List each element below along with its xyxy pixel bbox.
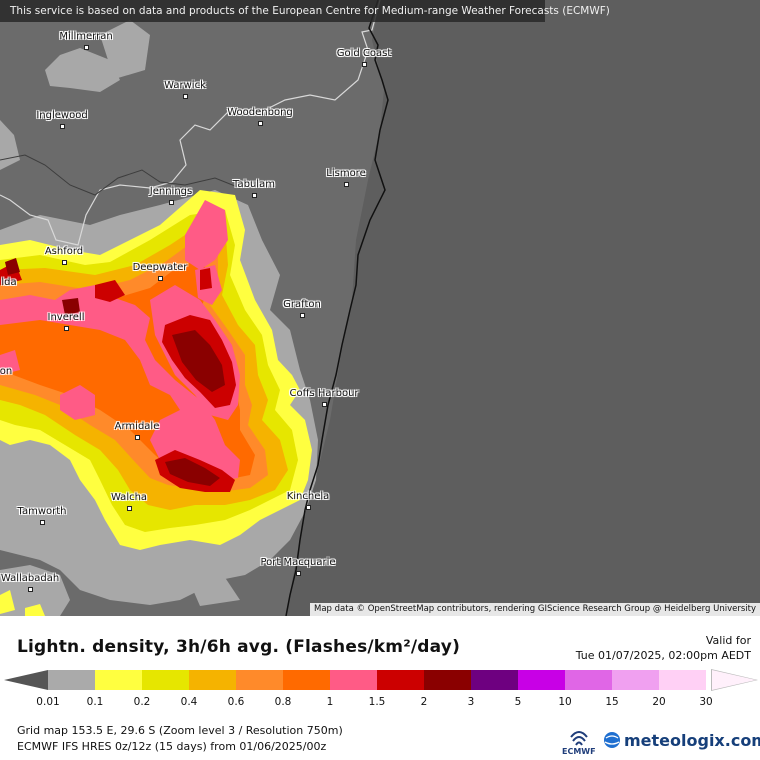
city-label: Deepwater bbox=[132, 262, 188, 273]
scale-tick-label: 0.01 bbox=[36, 696, 60, 708]
ecmwf-logo-text: ECMWF bbox=[562, 747, 596, 756]
model-info: ECMWF IFS HRES 0z/12z (15 days) from 01/… bbox=[17, 740, 327, 753]
scale-tick-label: 1 bbox=[326, 696, 334, 708]
scale-tick-label: 2 bbox=[420, 696, 428, 708]
scale-segment bbox=[377, 670, 424, 690]
scale-segment bbox=[612, 670, 659, 690]
scale-tick-label: 0.8 bbox=[274, 696, 292, 708]
city-label: Gold Coast bbox=[336, 48, 392, 59]
valid-time: Tue 01/07/2025, 02:00pm AEDT bbox=[575, 649, 751, 662]
scale-segment bbox=[330, 670, 377, 690]
ecmwf-swirl-icon bbox=[570, 731, 588, 746]
weather-map[interactable]: This service is based on data and produc… bbox=[0, 0, 760, 616]
scale-segment bbox=[189, 670, 236, 690]
city-dot bbox=[344, 182, 349, 187]
scale-tick-label: 1.5 bbox=[368, 696, 386, 708]
scale-segment bbox=[283, 670, 330, 690]
city-label: Coffs Harbour bbox=[289, 388, 359, 399]
city-dot bbox=[362, 62, 367, 67]
city-dot bbox=[296, 571, 301, 576]
city-label: Lismore bbox=[326, 168, 366, 179]
city-label: Grafton bbox=[283, 299, 321, 310]
city-label: lda bbox=[1, 277, 17, 288]
scale-segment bbox=[95, 670, 142, 690]
scale-segment bbox=[142, 670, 189, 690]
lightning-darkred-area bbox=[5, 258, 225, 486]
map-attribution[interactable]: Map data © OpenStreetMap contributors, r… bbox=[310, 603, 760, 616]
city-label: Woodenbong bbox=[227, 107, 293, 118]
scale-tick-label: 5 bbox=[514, 696, 522, 708]
scale-above-arrow bbox=[712, 670, 756, 690]
city-dot bbox=[62, 260, 67, 265]
scale-tick-label: 15 bbox=[605, 696, 619, 708]
scale-segment bbox=[518, 670, 565, 690]
scale-segment bbox=[471, 670, 518, 690]
scale-segment bbox=[48, 670, 95, 690]
city-dot bbox=[84, 45, 89, 50]
scale-segment bbox=[659, 670, 706, 690]
scale-tick-label: 3 bbox=[467, 696, 475, 708]
city-dot bbox=[169, 200, 174, 205]
city-label: Armidale bbox=[114, 421, 160, 432]
city-label: Kinchela bbox=[286, 491, 330, 502]
city-dot bbox=[127, 506, 132, 511]
scale-segment bbox=[424, 670, 471, 690]
color-scale bbox=[0, 669, 760, 691]
scale-tick-label: 0.1 bbox=[86, 696, 104, 708]
scale-tick-label: 0.6 bbox=[227, 696, 245, 708]
coastline bbox=[285, 0, 389, 616]
city-dot bbox=[300, 313, 305, 318]
city-label: Tamworth bbox=[17, 506, 67, 517]
scale-below-arrow bbox=[4, 670, 48, 690]
city-dot bbox=[40, 520, 45, 525]
city-dot bbox=[258, 121, 263, 126]
city-dot bbox=[306, 505, 311, 510]
grid-info: Grid map 153.5 E, 29.6 S (Zoom level 3 /… bbox=[17, 724, 343, 737]
scale-tick-label: 0.4 bbox=[180, 696, 198, 708]
scale-segment bbox=[565, 670, 612, 690]
city-label: on bbox=[0, 366, 13, 377]
scale-tick-labels: 0.01 0.1 0.2 0.4 0.6 0.8 1 1.5 2 3 5 10 15 20 30 bbox=[0, 696, 760, 710]
city-label: Ashford bbox=[44, 246, 84, 257]
ecmwf-notice-banner: This service is based on data and produc… bbox=[0, 0, 610, 22]
scale-tick-label: 30 bbox=[699, 696, 713, 708]
city-label: Walcha bbox=[110, 492, 148, 503]
city-dot bbox=[322, 402, 327, 407]
region-border bbox=[0, 154, 241, 196]
city-dot bbox=[28, 587, 33, 592]
state-border bbox=[0, 0, 381, 246]
city-dot bbox=[252, 193, 257, 198]
ecmwf-logo[interactable]: ECMWF bbox=[562, 727, 602, 757]
scale-tick-label: 20 bbox=[652, 696, 666, 708]
city-dot bbox=[158, 276, 163, 281]
meteologix-brand: meteologix.com bbox=[624, 730, 760, 750]
city-label: Millmerran bbox=[59, 31, 113, 42]
city-dot bbox=[135, 435, 140, 440]
city-label: Tabulam bbox=[233, 179, 275, 190]
city-label: Warwick bbox=[164, 80, 206, 91]
meteologix-logo[interactable]: meteologix.com bbox=[603, 729, 760, 751]
city-label: Inglewood bbox=[36, 110, 88, 121]
city-dot bbox=[64, 326, 69, 331]
valid-for-label: Valid for bbox=[705, 634, 751, 647]
city-label: Wallabadah bbox=[0, 573, 60, 584]
city-dot bbox=[60, 124, 65, 129]
city-label: Inverell bbox=[47, 312, 85, 323]
map-canvas bbox=[0, 0, 389, 616]
city-label: Port Macquarie bbox=[260, 557, 336, 568]
legend-title: Lightn. density, 3h/6h avg. (Flashes/km²… bbox=[17, 637, 461, 657]
city-label: Jennings bbox=[149, 186, 193, 197]
city-dot bbox=[183, 94, 188, 99]
meteologix-globe-icon bbox=[604, 732, 620, 748]
scale-tick-label: 10 bbox=[558, 696, 572, 708]
scale-segment bbox=[236, 670, 283, 690]
scale-tick-label: 0.2 bbox=[133, 696, 151, 708]
